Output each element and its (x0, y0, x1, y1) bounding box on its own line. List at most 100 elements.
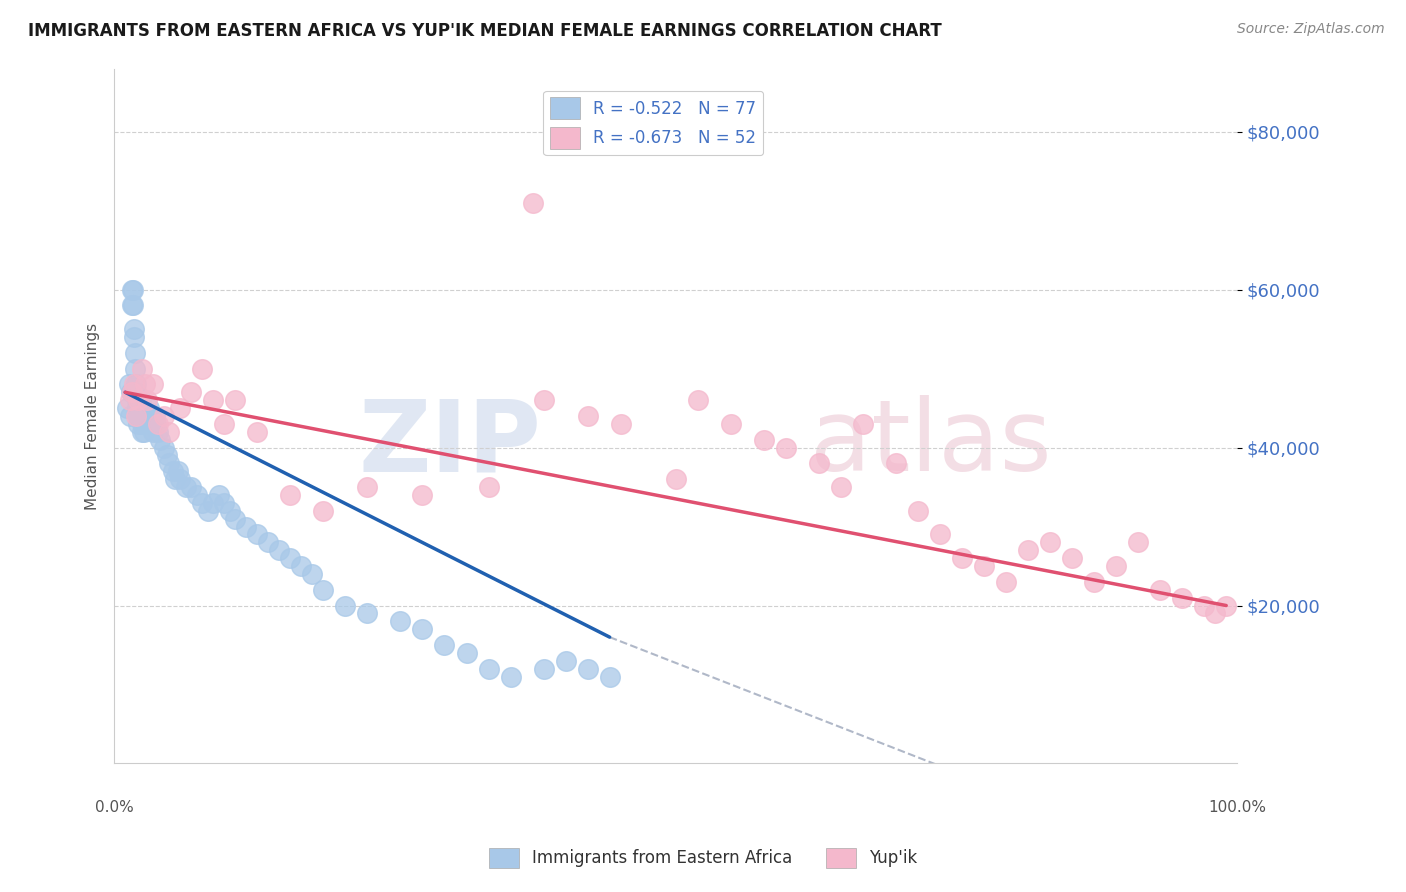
Point (128, 409, 150, 423)
Point (301, 566, 323, 581)
Point (214, 496, 236, 510)
Point (127, 401, 149, 416)
Point (156, 449, 179, 463)
Point (1017, 543, 1039, 558)
Point (142, 425, 165, 439)
Text: 100.0%: 100.0% (1208, 800, 1267, 815)
Point (1039, 535, 1062, 549)
Point (907, 504, 929, 518)
Point (180, 480, 202, 494)
Point (312, 504, 335, 518)
Point (1083, 574, 1105, 589)
Point (127, 393, 149, 408)
Point (235, 519, 257, 533)
Point (127, 409, 149, 423)
Point (1204, 607, 1226, 621)
Point (121, 298, 143, 312)
Point (118, 393, 141, 408)
Point (477, 480, 499, 494)
Point (118, 409, 141, 423)
Point (312, 582, 335, 597)
Point (152, 441, 174, 455)
Point (202, 496, 225, 510)
Point (202, 393, 225, 408)
Point (1215, 599, 1237, 613)
Point (335, 599, 357, 613)
Point (127, 417, 149, 431)
Point (148, 425, 170, 439)
Point (122, 377, 145, 392)
Point (125, 385, 148, 400)
Point (775, 441, 797, 455)
Point (411, 488, 433, 502)
Point (197, 504, 219, 518)
Point (599, 670, 621, 684)
Point (433, 638, 456, 652)
Point (246, 527, 269, 541)
Point (127, 393, 149, 408)
Point (132, 417, 155, 431)
Point (290, 559, 312, 574)
Point (180, 385, 202, 400)
Text: atlas: atlas (810, 395, 1052, 492)
Point (554, 654, 576, 668)
Point (214, 417, 236, 431)
Point (1149, 582, 1171, 597)
Point (477, 662, 499, 676)
Point (280, 488, 302, 502)
Point (576, 409, 599, 423)
Point (576, 662, 599, 676)
Point (356, 607, 378, 621)
Text: ZIP: ZIP (359, 395, 541, 492)
Point (186, 488, 208, 502)
Point (142, 417, 165, 431)
Point (995, 574, 1018, 589)
Point (1171, 591, 1194, 605)
Point (157, 456, 180, 470)
Point (1126, 535, 1149, 549)
Legend: R = -0.522   N = 77, R = -0.673   N = 52: R = -0.522 N = 77, R = -0.673 N = 52 (543, 91, 763, 155)
Point (138, 401, 160, 416)
Point (191, 496, 214, 510)
Legend: Immigrants from Eastern Africa, Yup'ik: Immigrants from Eastern Africa, Yup'ik (482, 841, 924, 875)
Point (830, 480, 852, 494)
Point (143, 409, 166, 423)
Point (141, 417, 163, 431)
Point (145, 417, 167, 431)
Point (124, 346, 146, 360)
Point (157, 425, 180, 439)
Point (533, 662, 555, 676)
Point (122, 322, 145, 336)
Point (174, 480, 197, 494)
Point (134, 377, 156, 392)
Point (665, 472, 688, 486)
Point (163, 472, 186, 486)
Point (686, 393, 709, 408)
Point (167, 464, 190, 478)
Point (152, 409, 174, 423)
Point (752, 433, 775, 447)
Point (499, 670, 522, 684)
Point (162, 464, 184, 478)
Point (125, 377, 148, 392)
Point (132, 425, 155, 439)
Point (720, 417, 742, 431)
Point (1062, 551, 1084, 566)
Point (124, 361, 146, 376)
Point (129, 409, 152, 423)
Point (852, 417, 875, 431)
Point (522, 195, 544, 210)
Y-axis label: Median Female Earnings: Median Female Earnings (86, 322, 100, 509)
Text: Source: ZipAtlas.com: Source: ZipAtlas.com (1237, 22, 1385, 37)
Point (134, 417, 156, 431)
Point (131, 425, 153, 439)
Point (136, 409, 159, 423)
Point (121, 385, 143, 400)
Point (128, 401, 150, 416)
Point (929, 527, 952, 541)
Point (208, 488, 231, 502)
Point (120, 385, 142, 400)
Point (122, 330, 145, 344)
Point (191, 361, 214, 376)
Point (136, 417, 159, 431)
